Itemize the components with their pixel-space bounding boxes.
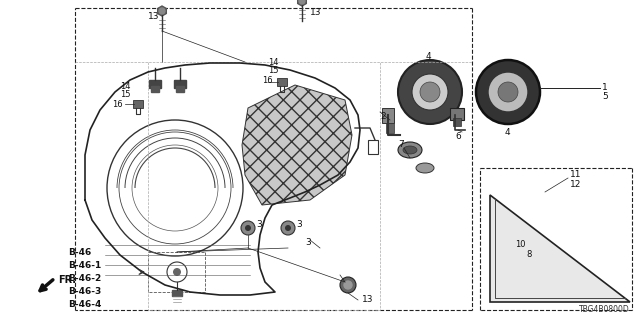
Bar [149, 80, 161, 88]
Circle shape [245, 225, 251, 231]
Circle shape [420, 82, 440, 102]
Bar [368, 140, 378, 154]
Text: FR.: FR. [58, 275, 76, 285]
Text: 13: 13 [362, 295, 374, 304]
Bar [176, 86, 184, 92]
Text: B-46-2: B-46-2 [68, 274, 101, 283]
Circle shape [488, 72, 528, 112]
Bar [450, 108, 464, 120]
Text: 14: 14 [120, 82, 131, 91]
Bar [386, 123, 394, 133]
Bar [172, 290, 182, 296]
Ellipse shape [403, 146, 417, 154]
Text: 1: 1 [602, 83, 608, 92]
Ellipse shape [398, 142, 422, 158]
Text: 4: 4 [426, 52, 431, 61]
Bar [453, 118, 461, 126]
Bar [151, 86, 159, 92]
Circle shape [476, 60, 540, 124]
Text: 11: 11 [570, 170, 582, 179]
Circle shape [241, 221, 255, 235]
Text: 12: 12 [570, 180, 581, 189]
Text: 3: 3 [296, 220, 301, 229]
Polygon shape [242, 85, 352, 205]
Text: B-46: B-46 [68, 248, 92, 257]
Polygon shape [490, 195, 630, 302]
Circle shape [285, 225, 291, 231]
Text: 10: 10 [515, 240, 525, 249]
Circle shape [398, 60, 462, 124]
Text: 13: 13 [148, 12, 159, 21]
Circle shape [281, 221, 295, 235]
Text: 4: 4 [505, 128, 511, 137]
Circle shape [299, 0, 305, 4]
Text: 5: 5 [602, 92, 608, 101]
Bar [382, 108, 394, 123]
Text: B-46-3: B-46-3 [68, 287, 101, 296]
Text: B-46-1: B-46-1 [68, 261, 101, 270]
Circle shape [498, 82, 518, 102]
Text: B-46-4: B-46-4 [68, 300, 101, 309]
Text: TBG4B0800D: TBG4B0800D [579, 305, 630, 314]
Ellipse shape [416, 163, 434, 173]
Circle shape [344, 281, 352, 289]
Text: 3: 3 [256, 220, 262, 229]
Text: 7: 7 [398, 140, 404, 149]
Text: 2: 2 [380, 112, 386, 121]
Text: 15: 15 [268, 66, 278, 75]
Text: 15: 15 [120, 90, 131, 99]
Circle shape [509, 252, 515, 258]
Text: 13: 13 [310, 8, 321, 17]
Circle shape [159, 8, 165, 14]
Text: 14: 14 [268, 58, 278, 67]
Bar [174, 80, 186, 88]
Circle shape [412, 74, 448, 110]
Bar [133, 100, 143, 108]
Text: 6: 6 [455, 132, 461, 141]
Circle shape [173, 268, 181, 276]
Text: 16: 16 [262, 76, 273, 85]
Text: 16: 16 [112, 100, 123, 109]
Text: 3: 3 [305, 238, 311, 247]
Circle shape [498, 241, 526, 269]
Bar [277, 78, 287, 86]
Circle shape [505, 248, 519, 262]
Text: 8: 8 [526, 250, 531, 259]
Circle shape [340, 277, 356, 293]
